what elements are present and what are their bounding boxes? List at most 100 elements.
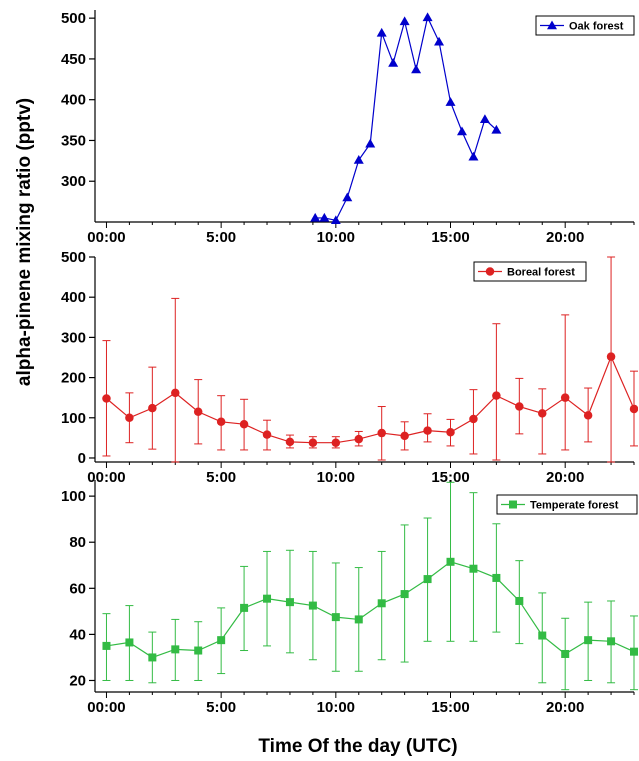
data-point [411, 64, 422, 74]
data-point [216, 417, 226, 427]
data-point [148, 653, 157, 662]
series-square [102, 481, 638, 691]
y-tick-label: 300 [61, 329, 86, 346]
data-point [308, 601, 317, 610]
data-point [102, 641, 111, 650]
data-point [240, 603, 249, 612]
data-point [308, 438, 318, 447]
data-point [456, 126, 467, 136]
data-point [125, 413, 134, 423]
data-point [446, 557, 455, 566]
series-triangle [310, 12, 502, 224]
y-tick-label: 80 [69, 534, 86, 551]
data-point [377, 428, 386, 438]
data-point [217, 636, 226, 645]
x-tick-label: 5:00 [206, 229, 236, 246]
data-point [125, 638, 134, 647]
data-point [538, 409, 547, 418]
x-tick-label: 10:00 [317, 469, 355, 486]
data-point [423, 426, 432, 435]
x-tick-label: 00:00 [87, 469, 125, 486]
y-tick-label: 400 [61, 289, 86, 306]
x-tick-label: 20:00 [546, 469, 584, 486]
series-line [315, 15, 497, 222]
data-point [331, 613, 340, 622]
x-tick-label: 00:00 [87, 699, 125, 716]
data-point [423, 575, 432, 584]
x-axis-label: Time Of the day (UTC) [258, 736, 457, 757]
data-point [583, 411, 593, 420]
x-tick-label: 20:00 [546, 699, 584, 716]
x-tick-label: 10:00 [317, 699, 355, 716]
y-tick-label: 20 [69, 672, 86, 689]
data-point [607, 637, 616, 646]
data-point [102, 394, 111, 403]
data-point [492, 573, 501, 582]
y-tick-label: 60 [69, 580, 86, 597]
data-point [509, 500, 517, 509]
data-point [263, 594, 272, 603]
y-tick-label: 200 [61, 370, 86, 387]
series-line [106, 355, 635, 444]
data-point [547, 20, 557, 30]
legend-box [496, 494, 638, 515]
data-point [630, 647, 638, 656]
data-point [515, 596, 524, 605]
y-tick-label: 100 [61, 410, 86, 427]
data-point [434, 36, 445, 46]
data-point [584, 636, 593, 645]
legend: Boreal forest [473, 261, 587, 282]
data-point [285, 598, 294, 607]
data-point [485, 267, 495, 276]
x-tick-label: 20:00 [546, 229, 584, 246]
data-point [400, 431, 409, 441]
legend-box [535, 15, 635, 36]
y-tick-label: 0 [78, 450, 86, 467]
data-point [479, 114, 490, 124]
data-point [262, 430, 272, 439]
data-point [376, 27, 387, 37]
x-tick-label: 00:00 [87, 229, 125, 246]
x-tick-label: 5:00 [206, 469, 236, 486]
panel-circle: 0 100 200 300 400 500 00:00 5:00 10:00 15:00 20:00… [61, 249, 638, 486]
data-point [388, 58, 399, 67]
data-point [330, 215, 341, 224]
series-line [106, 561, 635, 659]
x-tick-label: 15:00 [431, 699, 469, 716]
data-point [354, 615, 363, 624]
panel-square: 20 40 60 80 100 00:00 5:00 10:00 15:00 20:00 Tempe… [61, 480, 638, 716]
x-tick-label: 5:00 [206, 699, 236, 716]
data-point [629, 404, 638, 414]
y-tick-label: 40 [69, 626, 86, 643]
legend: Oak forest [535, 15, 635, 36]
data-point [285, 437, 295, 447]
y-tick-label: 500 [61, 249, 86, 266]
legend: Temperate forest [496, 494, 638, 515]
data-point [354, 434, 364, 444]
data-point [560, 393, 570, 402]
legend-label: Temperate forest [530, 500, 619, 512]
data-point [365, 138, 376, 148]
data-point [515, 402, 524, 411]
data-point [353, 155, 364, 164]
data-point [239, 419, 249, 429]
y-tick-label: 100 [61, 488, 86, 505]
legend-label: Oak forest [569, 21, 624, 33]
data-point [469, 564, 478, 573]
data-point [171, 645, 180, 654]
data-point [319, 212, 330, 222]
y-tick-label: 500 [61, 10, 86, 27]
legend-label: Boreal forest [507, 267, 575, 279]
data-point [342, 192, 353, 202]
data-point [310, 212, 321, 222]
legend-box [473, 261, 587, 282]
data-point [445, 97, 456, 106]
data-point [399, 16, 410, 26]
y-tick-label: 400 [61, 92, 86, 109]
data-point [171, 388, 180, 398]
data-point [468, 151, 479, 161]
panel-triangle: 300 350 400 450 500 00:00 5:00 10:00 15:00 20:00 O… [61, 10, 635, 246]
x-tick-label: 15:00 [431, 469, 469, 486]
